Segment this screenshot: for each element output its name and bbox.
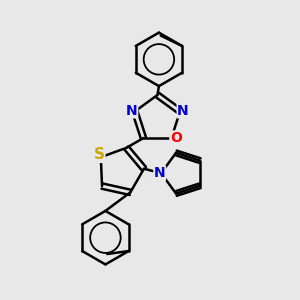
Text: O: O — [170, 131, 182, 145]
Text: N: N — [126, 104, 138, 118]
Text: N: N — [177, 104, 189, 118]
Text: N: N — [154, 166, 166, 180]
Text: S: S — [94, 147, 105, 162]
